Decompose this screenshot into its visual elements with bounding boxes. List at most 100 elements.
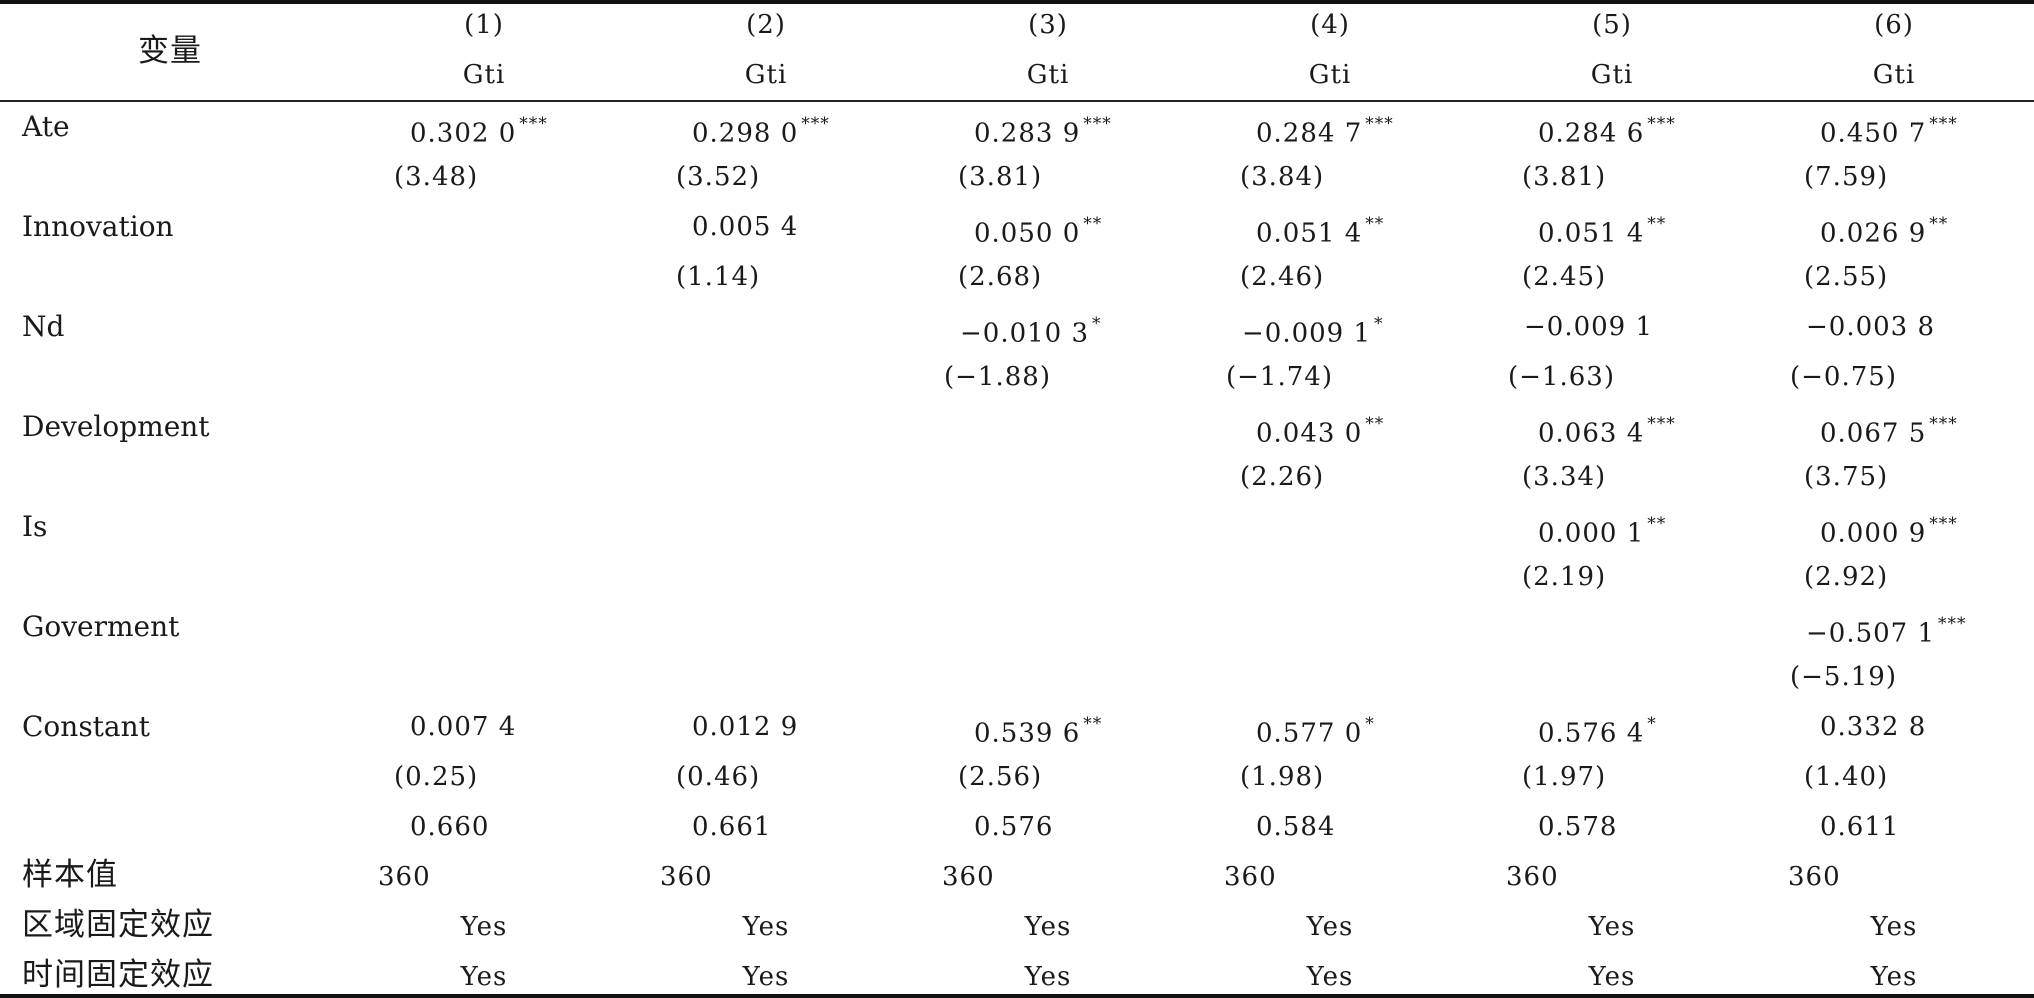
row-label: Development xyxy=(22,410,210,443)
coefficient-value: 0.577 0 xyxy=(1256,718,1363,749)
coefficient-cell: 0.026 9 ** xyxy=(1820,212,1949,249)
t-statistic: (1.40) xyxy=(1804,762,1889,792)
coefficient-value: 0.332 8 xyxy=(1820,712,1927,742)
time-fe-value: Yes xyxy=(460,962,508,992)
coefficient-cell: 0.051 4 ** xyxy=(1538,212,1666,249)
coefficient-cell: 0.007 4 xyxy=(410,712,516,742)
significance-stars: * xyxy=(1365,714,1375,734)
time-fe-value: Yes xyxy=(1588,962,1636,992)
significance-stars: ** xyxy=(1083,214,1103,234)
significance-stars: *** xyxy=(1365,114,1394,134)
region-fe-value: Yes xyxy=(742,912,790,942)
t-statistic: (7.59) xyxy=(1804,162,1889,192)
coefficient-value: −0.009 1 xyxy=(1524,312,1654,342)
significance-stars: * xyxy=(1647,714,1657,734)
coefficient-cell: 0.577 0 * xyxy=(1256,712,1375,749)
sample-value: 360 xyxy=(1506,862,1559,892)
t-statistic: (1.14) xyxy=(676,262,761,292)
t-statistic: (3.84) xyxy=(1240,162,1325,192)
significance-stars: ** xyxy=(1647,514,1667,534)
t-statistic: (2.19) xyxy=(1522,562,1607,592)
dependent-variable: Gti xyxy=(744,60,788,90)
coefficient-cell: 0.000 1 ** xyxy=(1538,512,1667,549)
t-statistic: (0.25) xyxy=(394,762,479,792)
significance-stars: *** xyxy=(519,114,548,134)
coefficient-cell: 0.283 9 *** xyxy=(974,112,1112,149)
sample-value: 360 xyxy=(1788,862,1841,892)
dependent-variable: Gti xyxy=(462,60,506,90)
t-statistic: (−1.74) xyxy=(1226,362,1333,392)
r2-value: 0.660 xyxy=(410,812,490,842)
t-statistic: (−1.63) xyxy=(1508,362,1615,392)
region-fe-value: Yes xyxy=(1024,912,1072,942)
coefficient-cell: 0.067 5 *** xyxy=(1820,412,1958,449)
coefficient-value: 0.067 5 xyxy=(1820,418,1927,449)
coefficient-cell: −0.507 1 *** xyxy=(1806,612,1967,649)
t-statistic: (3.48) xyxy=(394,162,479,192)
significance-stars: ** xyxy=(1083,714,1103,734)
sample-value: 360 xyxy=(1224,862,1277,892)
row-label: Innovation xyxy=(22,210,174,243)
significance-stars: *** xyxy=(1929,414,1958,434)
coefficient-value: 0.063 4 xyxy=(1538,418,1645,449)
significance-stars: *** xyxy=(1647,414,1676,434)
coefficient-value: 0.005 4 xyxy=(692,212,799,242)
dependent-variable: Gti xyxy=(1308,60,1352,90)
r2-value: 0.584 xyxy=(1256,812,1336,842)
t-statistic: (1.97) xyxy=(1522,762,1607,792)
t-statistic: (2.56) xyxy=(958,762,1043,792)
sample-label: 样本值 xyxy=(22,857,118,893)
coefficient-value: −0.003 8 xyxy=(1806,312,1936,342)
column-number: (4) xyxy=(1310,10,1350,40)
coefficient-value: 0.539 6 xyxy=(974,718,1081,749)
r2-value: 0.661 xyxy=(692,812,772,842)
coefficient-cell: −0.009 1 * xyxy=(1242,312,1384,349)
region-fe-value: Yes xyxy=(1306,912,1354,942)
time-fe-value: Yes xyxy=(1024,962,1072,992)
t-statistic: (1.98) xyxy=(1240,762,1325,792)
r2-value: 0.576 xyxy=(974,812,1054,842)
significance-stars: * xyxy=(1092,314,1102,334)
dependent-variable: Gti xyxy=(1026,60,1070,90)
t-statistic: (3.34) xyxy=(1522,462,1607,492)
coefficient-cell: 0.043 0 ** xyxy=(1256,412,1384,449)
coefficient-cell: 0.576 4 * xyxy=(1538,712,1657,749)
column-number: (5) xyxy=(1592,10,1632,40)
coefficient-value: 0.298 0 xyxy=(692,118,799,149)
row-label: Nd xyxy=(22,310,65,343)
significance-stars: *** xyxy=(1647,114,1676,134)
coefficient-cell: 0.012 9 xyxy=(692,712,798,742)
dependent-variable: Gti xyxy=(1590,60,1634,90)
row-label: Is xyxy=(22,510,48,543)
coefficient-value: 0.302 0 xyxy=(410,118,517,149)
coefficient-cell: −0.010 3 * xyxy=(960,312,1102,349)
coefficient-cell: 0.063 4 *** xyxy=(1538,412,1676,449)
coefficient-value: 0.450 7 xyxy=(1820,118,1927,149)
r2-value: 0.578 xyxy=(1538,812,1618,842)
table-header-rule xyxy=(0,100,2034,102)
coefficient-cell: −0.009 1 xyxy=(1524,312,1653,342)
t-statistic: (2.68) xyxy=(958,262,1043,292)
coefficient-value: 0.043 0 xyxy=(1256,418,1363,449)
coefficient-cell: 0.000 9 *** xyxy=(1820,512,1958,549)
coefficient-value: 0.000 9 xyxy=(1820,518,1927,549)
coefficient-value: 0.007 4 xyxy=(410,712,517,742)
significance-stars: *** xyxy=(801,114,830,134)
significance-stars: ** xyxy=(1929,214,1949,234)
coefficient-value: 0.283 9 xyxy=(974,118,1081,149)
coefficient-cell: 0.539 6 ** xyxy=(974,712,1103,749)
t-statistic: (−1.88) xyxy=(944,362,1051,392)
sample-value: 360 xyxy=(378,862,431,892)
coefficient-cell: 0.450 7 *** xyxy=(1820,112,1958,149)
coefficient-value: 0.000 1 xyxy=(1538,518,1645,549)
row-label: Constant xyxy=(22,710,150,743)
t-statistic: (2.45) xyxy=(1522,262,1607,292)
significance-stars: ** xyxy=(1365,214,1385,234)
coefficient-value: −0.010 3 xyxy=(960,318,1090,349)
coefficient-cell: 0.302 0 *** xyxy=(410,112,548,149)
coefficient-value: −0.507 1 xyxy=(1806,618,1936,649)
region-fe-value: Yes xyxy=(460,912,508,942)
time-fe-label: 时间固定效应 xyxy=(22,957,214,993)
t-statistic: (2.26) xyxy=(1240,462,1325,492)
t-statistic: (3.81) xyxy=(1522,162,1607,192)
